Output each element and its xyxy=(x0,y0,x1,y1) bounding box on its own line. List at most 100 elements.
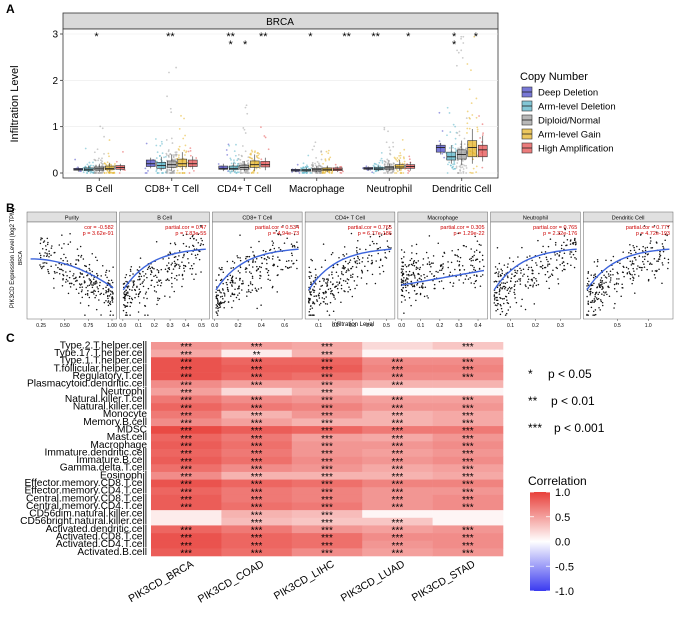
scatter-point xyxy=(315,295,318,297)
data-point xyxy=(182,172,185,174)
scatter-point xyxy=(93,293,95,295)
scatter-point xyxy=(348,261,351,264)
scatter-point xyxy=(365,283,368,285)
scatter-point xyxy=(422,282,424,285)
scatter-point xyxy=(531,279,534,282)
scatter-point xyxy=(47,268,49,271)
scatter-point xyxy=(156,268,158,271)
scatter-point xyxy=(554,241,557,244)
data-point xyxy=(301,171,304,174)
heatmap-cell-stars: *** xyxy=(321,541,333,552)
scatter-point xyxy=(429,270,431,273)
data-point xyxy=(376,165,379,168)
scatter-point xyxy=(654,270,657,272)
data-point xyxy=(252,172,255,174)
scatter-point xyxy=(344,260,347,263)
data-point xyxy=(475,165,478,168)
scatter-point xyxy=(80,273,82,275)
scatter-point xyxy=(340,287,343,290)
scatter-point xyxy=(150,284,152,287)
heatmap-cell xyxy=(432,418,504,427)
scatter-point xyxy=(532,284,534,286)
scatter-point xyxy=(478,268,481,270)
heatmap-cell-stars: *** xyxy=(321,495,333,506)
scatter-point xyxy=(109,283,111,285)
scatter-point xyxy=(609,270,612,272)
scatter-point xyxy=(440,269,443,271)
scatter-point xyxy=(333,296,335,298)
scatter-point xyxy=(123,282,125,285)
scatter-point xyxy=(309,277,311,279)
scatter-point xyxy=(588,290,590,293)
scatter-point xyxy=(124,314,127,316)
scatter-point xyxy=(128,297,131,300)
scatter-point xyxy=(336,281,338,283)
scatter-point xyxy=(98,284,101,287)
scatter-point xyxy=(337,284,339,286)
scatter-point xyxy=(612,255,615,258)
scatter-point xyxy=(310,275,313,277)
box xyxy=(104,165,115,171)
scatter-point xyxy=(308,275,310,278)
y-axis-label-b: PIK3CD Expression Level (log2 TPM) xyxy=(10,208,16,308)
data-point xyxy=(176,169,179,172)
scatter-point xyxy=(218,289,221,291)
scatter-point xyxy=(475,259,477,261)
data-point xyxy=(399,154,402,157)
scatter-point xyxy=(135,293,137,295)
heatmap-cell xyxy=(432,494,504,503)
scatter-point xyxy=(346,269,348,272)
scatter-point xyxy=(644,255,646,258)
heatmap-cell xyxy=(362,380,433,389)
scatter-point xyxy=(402,272,405,275)
scatter-point xyxy=(337,291,340,294)
scatter-point xyxy=(530,278,533,281)
heatmap-cell xyxy=(362,403,433,412)
data-point xyxy=(327,149,330,152)
scatter-point xyxy=(247,261,250,263)
data-point xyxy=(241,172,244,174)
data-point xyxy=(171,142,174,144)
scatter-point xyxy=(76,248,79,250)
data-point xyxy=(448,112,451,114)
heatmap-cell xyxy=(151,403,222,412)
scatter-point xyxy=(636,268,638,270)
scatter-point xyxy=(570,251,573,253)
scatter-point xyxy=(420,278,423,281)
heatmap-cell xyxy=(151,487,222,496)
scatter-point xyxy=(185,245,188,248)
scatter-point xyxy=(328,274,330,276)
heatmap-cell-stars: *** xyxy=(251,419,263,430)
heatmap-cell-stars: *** xyxy=(462,464,474,475)
scatter-point xyxy=(133,280,136,282)
scatter-point xyxy=(218,306,220,309)
scatter-point xyxy=(410,263,413,266)
scatter-point xyxy=(544,251,547,253)
data-point xyxy=(457,51,460,54)
scatter-point xyxy=(241,289,243,291)
data-point xyxy=(230,158,232,161)
data-point xyxy=(233,171,236,174)
data-point xyxy=(92,161,94,164)
scatter-point xyxy=(481,274,484,276)
data-point xyxy=(312,164,315,167)
scatter-point xyxy=(137,295,140,298)
heatmap-cell-stars: *** xyxy=(462,403,474,414)
scatter-point xyxy=(122,296,125,299)
data-point xyxy=(246,160,248,162)
data-point xyxy=(400,172,403,174)
data-point xyxy=(339,165,341,168)
scatter-point xyxy=(598,291,601,294)
scatter-point xyxy=(541,267,544,270)
data-point xyxy=(90,164,92,167)
scatter-point xyxy=(510,277,513,279)
scatter-point xyxy=(433,283,436,286)
scatter-point xyxy=(279,234,282,236)
heatmap-cell-stars: *** xyxy=(462,487,474,498)
scatter-point xyxy=(189,267,191,270)
x-axis-label-b: Infiltration Level xyxy=(332,322,374,328)
scatter-point xyxy=(42,241,45,243)
data-point xyxy=(189,149,192,152)
scatter-point xyxy=(44,261,46,264)
scatter-point xyxy=(563,241,565,244)
